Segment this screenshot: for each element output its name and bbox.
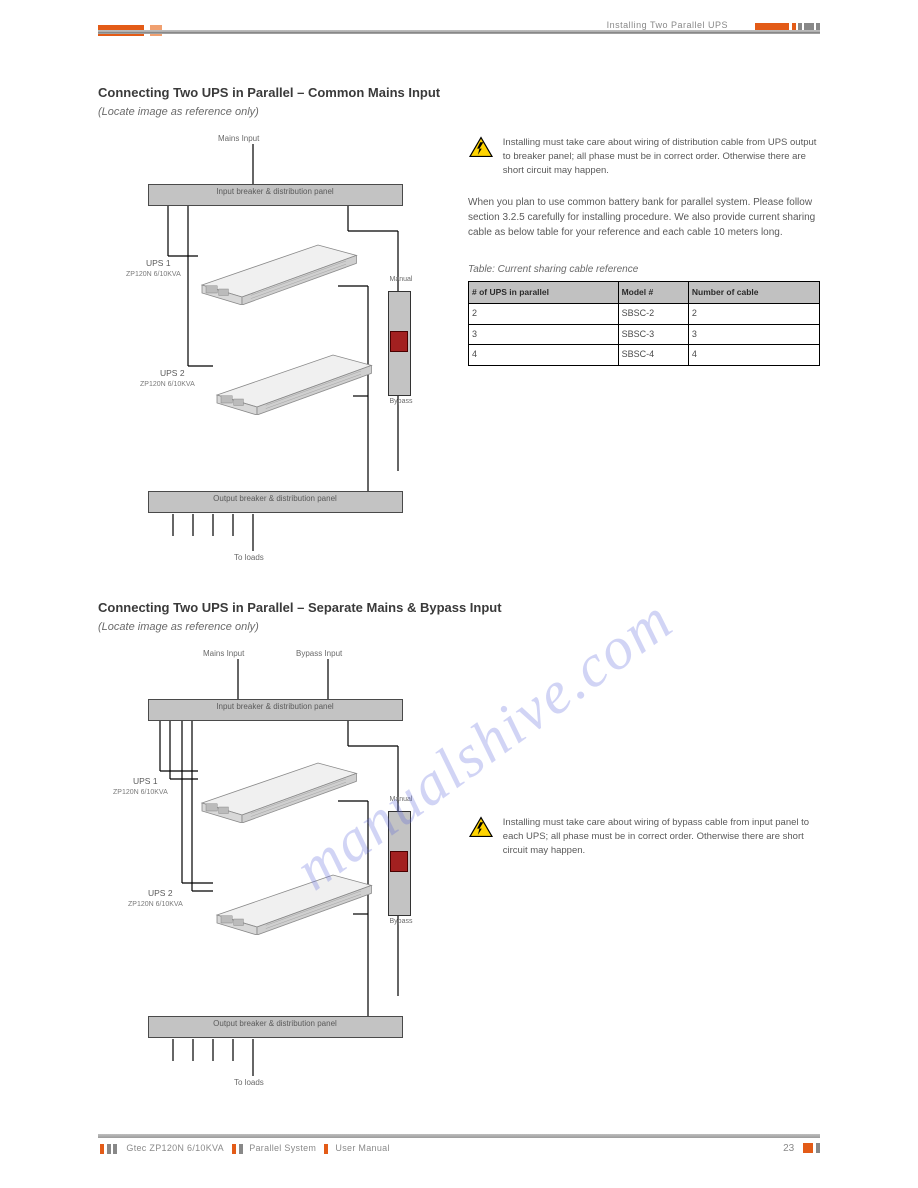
bypass-switch <box>390 331 408 352</box>
ups2-label-2: UPS 2 <box>148 888 173 898</box>
section1-subtitle: (Locate image as reference only) <box>98 106 820 118</box>
section2-title: Connecting Two UPS in Parallel – Separat… <box>98 600 820 615</box>
ups1-label: UPS 1 <box>146 258 171 268</box>
footer-left: Gtec ZP120N 6/10KVA Parallel System User… <box>98 1143 390 1154</box>
table-row: 4SBSC-44 <box>469 345 820 366</box>
bypass-label-bot: Bypass <box>381 398 421 405</box>
section2-row: Mains Input Bypass Input Input breaker &… <box>98 651 820 1091</box>
section2-subtitle: (Locate image as reference only) <box>98 621 820 633</box>
section1-para: When you plan to use common battery bank… <box>468 195 820 240</box>
th-2: Number of cable <box>688 282 819 304</box>
ups2-sub-2: ZP120N 6/10KVA <box>128 901 183 908</box>
bypass-label-top-2: Manual <box>381 796 421 803</box>
output-panel-label-2: Output breaker & distribution panel <box>170 1019 380 1028</box>
label-loads: To loads <box>234 553 264 562</box>
diagram-separate-input: Mains Input Bypass Input Input breaker &… <box>98 651 428 1091</box>
bypass-switch-2 <box>390 851 408 872</box>
footer-right: 23 <box>783 1143 820 1154</box>
input-panel-label-2: Input breaker & distribution panel <box>170 702 380 711</box>
ups1-illustration <box>198 241 358 305</box>
warning-block-2: Installing must take care about wiring o… <box>468 816 820 857</box>
th-0: # of UPS in parallel <box>469 282 619 304</box>
warning-block-1: Installing must take care about wiring o… <box>468 136 820 177</box>
bypass-label-bot-2: Bypass <box>381 918 421 925</box>
cable-table: # of UPS in parallel Model # Number of c… <box>468 281 820 365</box>
header-text: Installing Two Parallel UPS <box>607 20 728 30</box>
ups2-illustration-2 <box>213 871 373 935</box>
ups1-label-2: UPS 1 <box>133 776 158 786</box>
output-panel-label: Output breaker & distribution panel <box>170 494 380 503</box>
table-row: 3SBSC-33 <box>469 324 820 345</box>
ups2-illustration <box>213 351 373 415</box>
ups1-sub-2: ZP120N 6/10KVA <box>113 789 168 796</box>
label-mains: Mains Input <box>218 134 259 143</box>
table-row: 2SBSC-22 <box>469 304 820 325</box>
hazard-icon <box>468 136 494 158</box>
ups1-sub: ZP120N 6/10KVA <box>126 271 181 278</box>
ups1-illustration-2 <box>198 759 358 823</box>
th-1: Model # <box>618 282 688 304</box>
ups2-label: UPS 2 <box>160 368 185 378</box>
warning-text-2: Installing must take care about wiring o… <box>503 816 819 857</box>
page-number: 23 <box>783 1143 794 1154</box>
input-panel-label: Input breaker & distribution panel <box>170 187 380 196</box>
label-bypass-in: Bypass Input <box>296 649 342 658</box>
label-mains-2: Mains Input <box>203 649 244 658</box>
bypass-label-top: Manual <box>381 276 421 283</box>
warning-text-1: Installing must take care about wiring o… <box>503 136 819 177</box>
diagram-common-input: Mains Input Input breaker & distribution… <box>98 136 428 566</box>
header-rule <box>98 30 820 34</box>
table-caption: Table: Current sharing cable reference <box>468 262 820 277</box>
hazard-icon <box>468 816 494 838</box>
label-loads-2: To loads <box>234 1078 264 1087</box>
section1-title: Connecting Two UPS in Parallel – Common … <box>98 85 820 100</box>
footer-rule <box>98 1134 820 1138</box>
section1-row: Mains Input Input breaker & distribution… <box>98 136 820 566</box>
ups2-sub: ZP120N 6/10KVA <box>140 381 195 388</box>
page-content: Connecting Two UPS in Parallel – Common … <box>98 45 820 1118</box>
